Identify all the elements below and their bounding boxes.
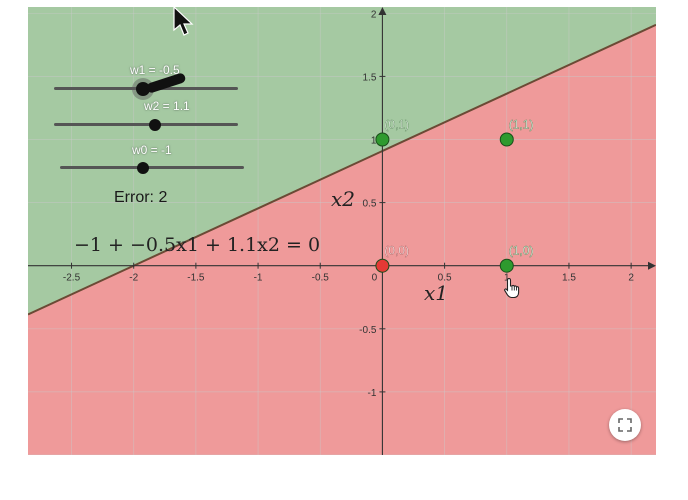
- x-tick-label: -1: [254, 273, 263, 284]
- point-label: (1,0): [509, 244, 534, 258]
- slider-w0-label: w0 = -1: [132, 143, 172, 157]
- fullscreen-button[interactable]: [609, 409, 641, 441]
- slider-w2-knob[interactable]: [149, 119, 161, 131]
- y-tick-label: 1: [371, 136, 377, 147]
- x-tick-label: 0: [372, 273, 378, 284]
- x-axis-arrow: [648, 261, 656, 270]
- tick-labels: -2.5 -2 -1.5 -1 -0.5 0 0.5 1 1.5 2 -1 -0.5 0.5 1 1.5 2: [63, 9, 634, 399]
- y-axis-label-text: x2: [331, 187, 356, 211]
- slider-w0-track[interactable]: [60, 166, 244, 169]
- slider-w0[interactable]: w0 = -1: [60, 143, 246, 183]
- geogebra-applet[interactable]: -2.5 -2 -1.5 -1 -0.5 0 0.5 1 1.5 2 -1 -0.5 0.5 1 1.5 2 …: [28, 7, 656, 455]
- x-tick-label: 0.5: [438, 273, 452, 284]
- y-axis-label: x2: [331, 187, 355, 211]
- slider-w0-knob[interactable]: [137, 162, 149, 174]
- point-negative[interactable]: [375, 258, 390, 273]
- point-positive[interactable]: [375, 132, 390, 147]
- point-label: (1,1): [509, 118, 534, 132]
- data-points[interactable]: (0,0) (0,1) (1,1) (1,0): [375, 117, 534, 273]
- x-tick-label: 2: [628, 273, 634, 284]
- slider-w2-label: w2 = 1.1: [144, 99, 190, 113]
- point-label: (0,0): [384, 244, 409, 258]
- slider-w1[interactable]: w1 = -0.5: [54, 63, 240, 103]
- point-label: (0,1): [384, 118, 409, 132]
- y-tick-label: -1: [368, 388, 377, 399]
- y-tick-label: 0.5: [363, 199, 377, 210]
- x-tick-label: -1.5: [187, 273, 205, 284]
- x-tick-label: -2.5: [63, 273, 81, 284]
- boundary-equation: −1 + −0.5x1 + 1.1x2 = 0: [74, 234, 321, 256]
- slider-w2-track[interactable]: [54, 123, 238, 126]
- arrow-cursor-icon: [173, 6, 194, 36]
- slider-w1-label: w1 = -0.5: [130, 63, 180, 77]
- hand-cursor-icon: [504, 277, 520, 299]
- x-tick-label: -0.5: [312, 273, 330, 284]
- graph-canvas[interactable]: -2.5 -2 -1.5 -1 -0.5 0 0.5 1 1.5 2-1-0.50.511.52 …: [28, 7, 656, 455]
- error-count: Error: 2: [114, 189, 168, 206]
- x-tick-label: 1.5: [562, 273, 576, 284]
- x-tick-label: 1: [504, 273, 510, 284]
- x-axis-label: x1: [424, 281, 448, 305]
- positive-region: [28, 7, 656, 315]
- slider-w2[interactable]: w2 = 1.1: [54, 99, 240, 139]
- point-positive[interactable]: [499, 258, 514, 273]
- point-positive[interactable]: [499, 132, 514, 147]
- y-tick-label: 2: [371, 9, 377, 20]
- y-tick-label: 1.5: [363, 72, 377, 83]
- x-axis-label-text: x1: [424, 281, 449, 305]
- fullscreen-icon: [618, 418, 632, 432]
- y-tick-label: -0.5: [359, 325, 377, 336]
- x-tick-label: -2: [129, 273, 138, 284]
